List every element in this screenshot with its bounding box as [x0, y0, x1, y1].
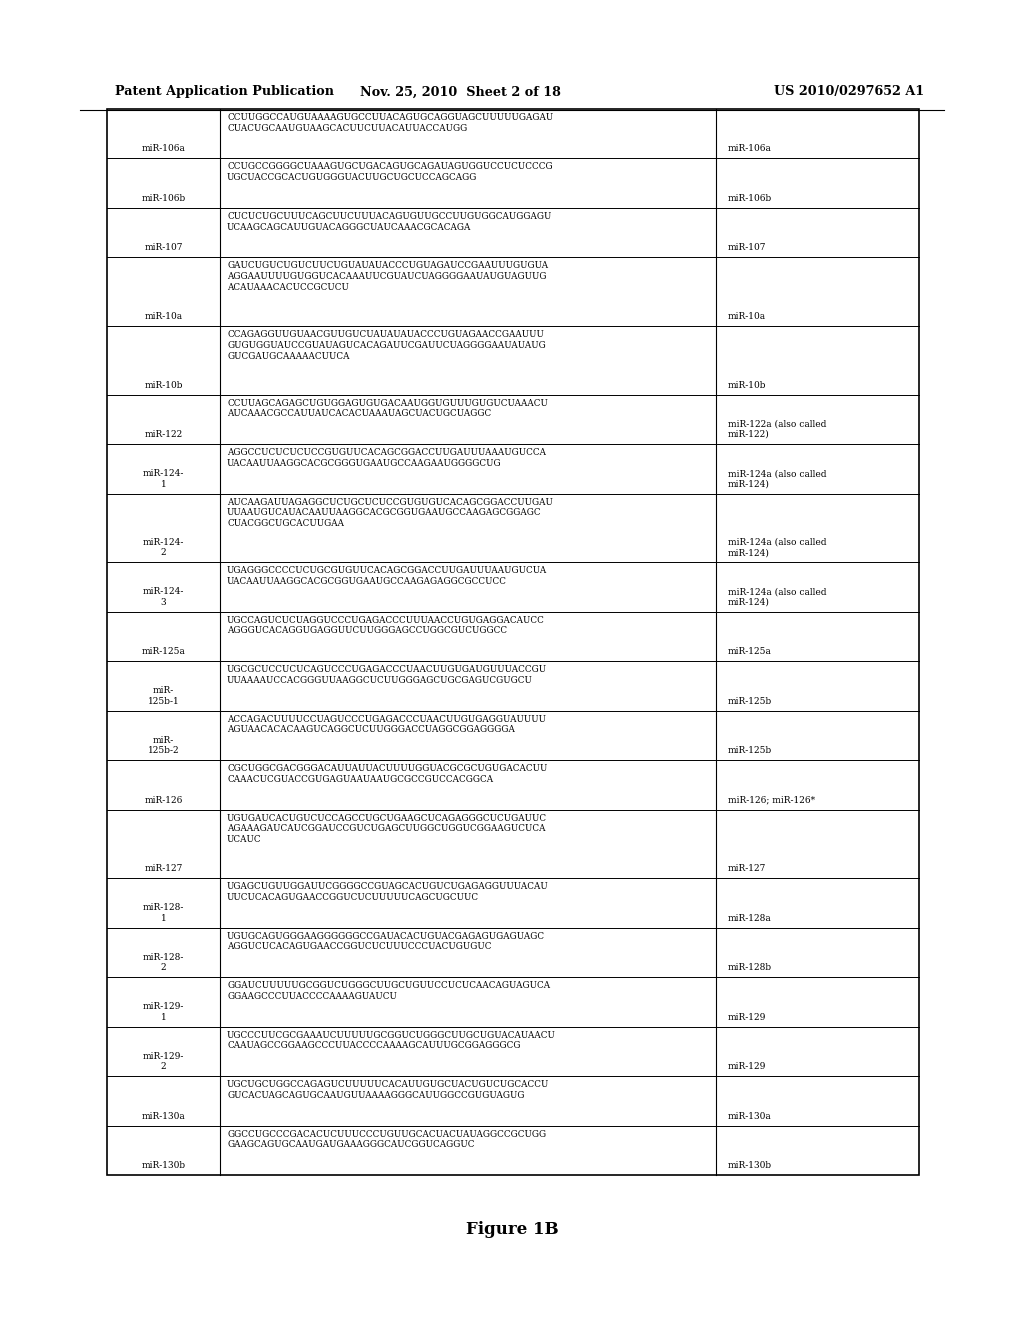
- Text: miR-129: miR-129: [728, 1063, 766, 1071]
- Text: miR-127: miR-127: [728, 865, 766, 873]
- Text: miR-107: miR-107: [144, 243, 182, 252]
- Text: miR-125b: miR-125b: [728, 697, 772, 705]
- Text: miR-127: miR-127: [144, 865, 182, 873]
- Text: miR-124-
3: miR-124- 3: [142, 587, 184, 607]
- Text: miR-126: miR-126: [144, 796, 182, 804]
- Text: CCUGCCGGGGCUAAAGUGCUGACAGUGCAGAUAGUGGUCCUCUCCCG
UGCUACCGCACUGUGGGUACUUGCUGCUCCAG: CCUGCCGGGGCUAAAGUGCUGACAGUGCAGAUAGUGGUCC…: [227, 162, 553, 182]
- Text: CCUUGGCCAUGUAAAAGUGCCUUACAGUGCAGGUAGCUUUUUGAGAU
CUACUGCAAUGUAAGCACUUCUUACAUUACCA: CCUUGGCCAUGUAAAAGUGCCUUACAGUGCAGGUAGCUUU…: [227, 114, 553, 133]
- Text: ACCAGACUUUUCCUAGUCCCUGAGACCCUAACUUGUGAGGUAUUUU
AGUAACACACAAGUCAGGCUCUUGGGACCUAGG: ACCAGACUUUUCCUAGUCCCUGAGACCCUAACUUGUGAGG…: [227, 714, 546, 734]
- Text: AUCAAGAUUAGAGGCUCUGCUCUCCGUGUGUCACAGCGGACCUUGAU
UUAAUGUCAUACAAUUAAGGCACGCGGUGAAU: AUCAAGAUUAGAGGCUCUGCUCUCCGUGUGUCACAGCGGA…: [227, 498, 553, 528]
- Text: miR-106a: miR-106a: [141, 144, 185, 153]
- Text: Figure 1B: Figure 1B: [466, 1221, 558, 1238]
- Text: miR-128b: miR-128b: [728, 964, 772, 972]
- Text: miR-
125b-1: miR- 125b-1: [147, 686, 179, 705]
- Text: UGAGCUGUUGGAUUCGGGGCCGUAGCACUGUCUGAGAGGUUUACAU
UUCUCACAGUGAACCGGUCUCUUUUUCAGCUGC: UGAGCUGUUGGAUUCGGGGCCGUAGCACUGUCUGAGAGGU…: [227, 882, 549, 902]
- Text: UGCUGCUGGCCAGAGUCUUUUUCACAUUGUGCUACUGUCUGCACCU
GUCACUAGCAGUGCAAUGUUAAAAGGGCAUUGG: UGCUGCUGGCCAGAGUCUUUUUCACAUUGUGCUACUGUCU…: [227, 1080, 549, 1100]
- Text: miR-10b: miR-10b: [728, 380, 767, 389]
- Bar: [106, 110, 919, 1175]
- Text: AGGCCUCUCUCUCCGUGUUCACAGCGGACCUUGAUUUAAAUGUCCA
UACAAUUAAGGCACGCGGGUGAAUGCCAAGAAU: AGGCCUCUCUCUCCGUGUUCACAGCGGACCUUGAUUUAAA…: [227, 447, 546, 467]
- Text: miR-128a: miR-128a: [728, 913, 772, 923]
- Text: miR-107: miR-107: [728, 243, 767, 252]
- Text: Nov. 25, 2010  Sheet 2 of 18: Nov. 25, 2010 Sheet 2 of 18: [360, 86, 561, 99]
- Text: UGUGAUCACUGUCUCCAGCCUGCUGAAGCUCAGAGGGCUCUGAUUC
AGAAAGAUCAUCGGAUCCGUCUGAGCUUGGCUG: UGUGAUCACUGUCUCCAGCCUGCUGAAGCUCAGAGGGCUC…: [227, 813, 547, 843]
- Text: miR-128-
2: miR-128- 2: [142, 953, 184, 972]
- Text: miR-128-
1: miR-128- 1: [142, 903, 184, 923]
- Text: miR-122a (also called
miR-122): miR-122a (also called miR-122): [728, 420, 826, 440]
- Text: miR-106b: miR-106b: [141, 194, 185, 203]
- Text: miR-126; miR-126*: miR-126; miR-126*: [728, 796, 815, 804]
- Text: US 2010/0297652 A1: US 2010/0297652 A1: [774, 86, 924, 99]
- Text: GGCCUGCCCGACACUCUUUCCCUGUUGCACUACUAUAGGCCGCUGG
GAAGCAGUGCAAUGAUGAAAGGGCAUCGGUCAG: GGCCUGCCCGACACUCUUUCCCUGUUGCACUACUAUAGGC…: [227, 1130, 546, 1150]
- Text: miR-106a: miR-106a: [728, 144, 772, 153]
- Text: miR-
125b-2: miR- 125b-2: [147, 735, 179, 755]
- Text: Patent Application Publication: Patent Application Publication: [115, 86, 334, 99]
- Text: miR-124-
2: miR-124- 2: [142, 537, 184, 557]
- Text: CGCUGGCGACGGGACAUUAUUACUUUUGGUACGCGCUGUGACACUU
CAAACUCGUACCGUGAGUAAUAAUGCGCCGUCC: CGCUGGCGACGGGACAUUAUUACUUUUGGUACGCGCUGUG…: [227, 764, 548, 784]
- Text: miR-10a: miR-10a: [728, 312, 766, 321]
- Text: miR-125b: miR-125b: [728, 746, 772, 755]
- Text: miR-124a (also called
miR-124): miR-124a (also called miR-124): [728, 537, 826, 557]
- Text: miR-122: miR-122: [144, 430, 182, 440]
- Text: miR-106b: miR-106b: [728, 194, 772, 203]
- Text: miR-125a: miR-125a: [728, 647, 772, 656]
- Text: miR-130a: miR-130a: [141, 1111, 185, 1121]
- Text: CCUUAGCAGAGCUGUGGAGUGUGACAAUGGUGUUUGUGUCUAAACU
AUCAAACGCCAUUAUCACACUAAAUAGCUACUG: CCUUAGCAGAGCUGUGGAGUGUGACAAUGGUGUUUGUGUC…: [227, 399, 548, 418]
- Text: UGCCAGUCUCUAGGUCCCUGAGACCCUUUAACCUGUGAGGACAUCC
AGGGUCACAGGUGAGGUUCUUGGGAGCCUGGCG: UGCCAGUCUCUAGGUCCCUGAGACCCUUUAACCUGUGAGG…: [227, 615, 545, 635]
- Text: GGAUCUUUUUGCGGUCUGGGCUUGCUGUUCCUCUCAACAGUAGUCA
GGAAGCCCUUACCCCAAAAGUAUCU: GGAUCUUUUUGCGGUCUGGGCUUGCUGUUCCUCUCAACAG…: [227, 981, 550, 1001]
- Text: CCAGAGGUUGUAACGUUGUCUAUAUAUACCCUGUAGAACCGAAUUU
GUGUGGUAUCCGUAUAGUCACAGAUUCGAUUCU: CCAGAGGUUGUAACGUUGUCUAUAUAUACCCUGUAGAACC…: [227, 330, 546, 360]
- Text: miR-124-
1: miR-124- 1: [142, 469, 184, 488]
- Text: miR-124a (also called
miR-124): miR-124a (also called miR-124): [728, 587, 826, 607]
- Text: miR-10b: miR-10b: [144, 380, 182, 389]
- Text: miR-130b: miR-130b: [141, 1162, 185, 1170]
- Text: miR-129: miR-129: [728, 1012, 766, 1022]
- Text: UGUGCAGUGGGAAGGGGGGCCGAUACACUGUACGAGAGUGAGUAGC
AGGUCUCACAGUGAACCGGUCUCUUUCCCUACU: UGUGCAGUGGGAAGGGGGGCCGAUACACUGUACGAGAGUG…: [227, 932, 545, 952]
- Text: miR-125a: miR-125a: [141, 647, 185, 656]
- Text: GAUCUGUCUGUCUUCUGUAUAUACCCUGUAGAUCCGAAUUUGUGUA
AGGAAUUUUGUGGUCACAAAUUCGUAUCUAGGG: GAUCUGUCUGUCUUCUGUAUAUACCCUGUAGAUCCGAAUU…: [227, 261, 548, 292]
- Text: UGAGGGCCCCUCUGCGUGUUCACAGCGGACCUUGAUUUAAUGUCUA
UACAAUUAAGGCACGCGGUGAAUGCCAAGAGAG: UGAGGGCCCCUCUGCGUGUUCACAGCGGACCUUGAUUUAA…: [227, 566, 547, 586]
- Text: miR-129-
2: miR-129- 2: [142, 1052, 184, 1071]
- Text: UGCCCUUCGCGAAAUCUUUUUGCGGUCUGGGCUUGCUGUACAUAACU
CAAUAGCCGGAAGCCCUUACCCCAAAAGCAUU: UGCCCUUCGCGAAAUCUUUUUGCGGUCUGGGCUUGCUGUA…: [227, 1031, 556, 1051]
- Text: miR-124a (also called
miR-124): miR-124a (also called miR-124): [728, 469, 826, 488]
- Text: miR-130a: miR-130a: [728, 1111, 772, 1121]
- Text: UGCGCUCCUCUCAGUCCCUGAGACCCUAACUUGUGAUGUUUACCGU
UUAAAAUCCACGGGUUAAGGCUCUUGGGAGCUG: UGCGCUCCUCUCAGUCCCUGAGACCCUAACUUGUGAUGUU…: [227, 665, 547, 685]
- Text: miR-130b: miR-130b: [728, 1162, 772, 1170]
- Text: CUCUCUGCUUUCAGCUUCUUUACAGUGUUGCCUUGUGGCAUGGAGU
UCAAGCAGCAUUGUACAGGGCUAUCAAACGCAC: CUCUCUGCUUUCAGCUUCUUUACAGUGUUGCCUUGUGGCA…: [227, 213, 551, 232]
- Text: miR-10a: miR-10a: [144, 312, 182, 321]
- Text: miR-129-
1: miR-129- 1: [142, 1002, 184, 1022]
